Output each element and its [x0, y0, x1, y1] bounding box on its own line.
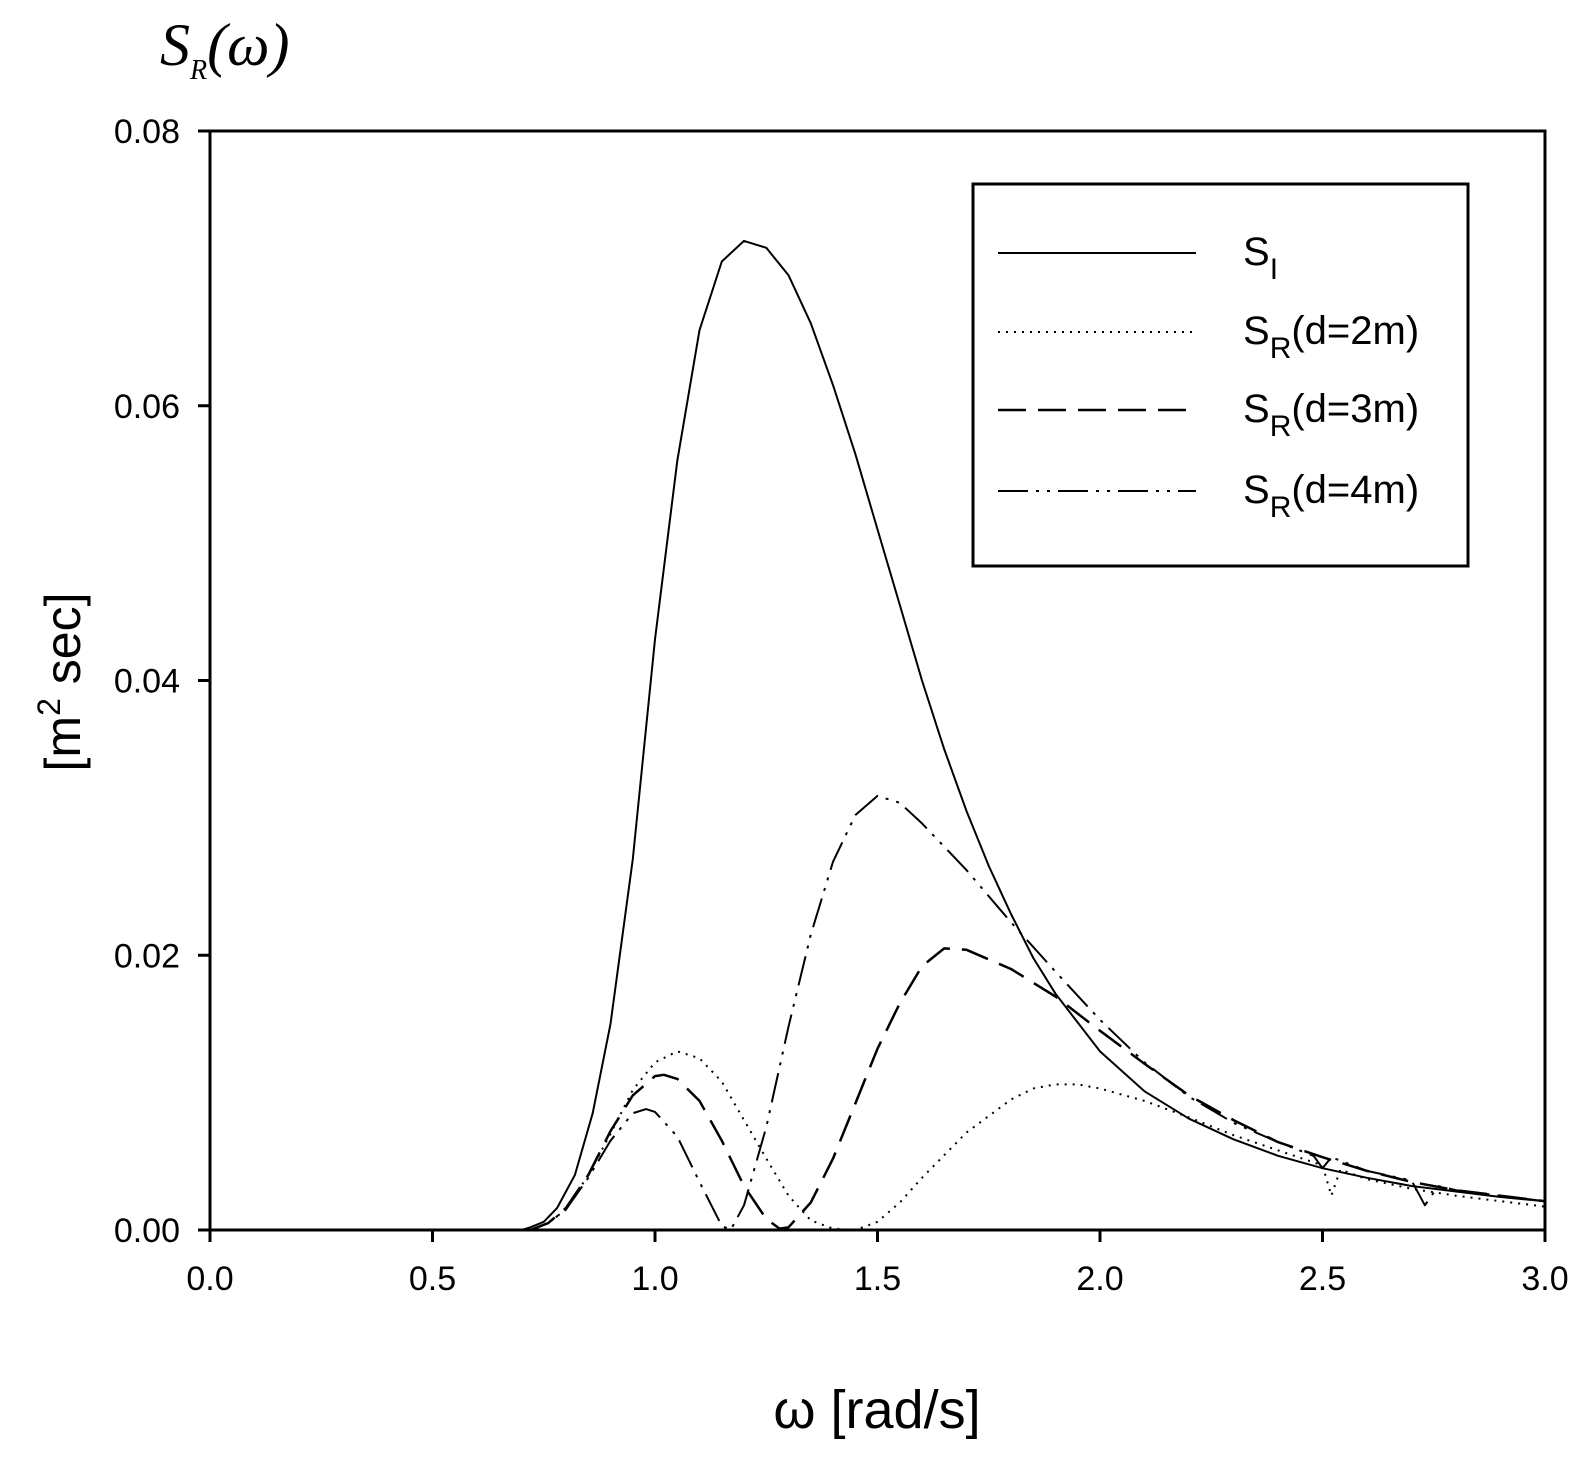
legend-label-4: SR(d=4m)	[1243, 468, 1419, 524]
legend-label-main: S	[1243, 230, 1270, 274]
y-axis-label-sup: 2	[31, 698, 67, 716]
legend-label-suffix: (d=4m)	[1291, 468, 1419, 512]
legend-label-2: SR(d=2m)	[1243, 309, 1419, 365]
y-tick-label: 0.08	[114, 113, 180, 151]
x-tick-label: 0.5	[409, 1260, 456, 1298]
series-line-2	[210, 1050, 1546, 1231]
chart-title: SR(ω)	[160, 12, 289, 86]
chart-title-main: S	[160, 12, 190, 78]
x-tick-label: 2.5	[1299, 1260, 1346, 1298]
y-axis-label-post: sec]	[35, 593, 91, 699]
legend-label-1: SI	[1243, 230, 1278, 286]
series-line-4	[210, 794, 1546, 1231]
legend-label-subscript: R	[1270, 332, 1292, 365]
y-tick-label: 0.06	[114, 388, 180, 426]
y-tick-label: 0.00	[114, 1212, 180, 1250]
y-axis-label-pre: [m	[35, 716, 91, 772]
legend-label-main: S	[1243, 309, 1270, 353]
x-axis-label: ω [rad/s]	[773, 1380, 980, 1440]
series-line-1	[210, 239, 1546, 1231]
series-line-3	[210, 947, 1546, 1232]
chart-title-suffix: (ω)	[207, 12, 289, 78]
axis-ticks: 0.0 0.5 1.0 1.5 2.0 2.5 3.0 0.00 0.02 0.04 0.06 0.0…	[114, 113, 1569, 1298]
y-tick-label: 0.02	[114, 937, 180, 975]
x-tick-label: 3.0	[1521, 1260, 1568, 1298]
legend-label-main: S	[1243, 387, 1270, 431]
legend-box	[971, 182, 1470, 568]
x-tick-label: 1.5	[854, 1260, 901, 1298]
legend-label-subscript: I	[1270, 253, 1278, 286]
legend-label-subscript: R	[1270, 491, 1292, 524]
x-tick-label: 1.0	[631, 1260, 678, 1298]
series-layer	[210, 239, 1546, 1232]
legend-label-suffix: (d=2m)	[1291, 309, 1419, 353]
x-tick-label: 2.0	[1076, 1260, 1123, 1298]
x-tick-label: 0.0	[186, 1260, 233, 1298]
y-tick-label: 0.04	[114, 663, 180, 701]
chart-title-subscript: R	[189, 55, 207, 86]
legend-label-main: S	[1243, 468, 1270, 512]
legend-label-suffix: (d=3m)	[1291, 387, 1419, 431]
y-axis-label: [m2 sec]	[31, 593, 91, 772]
legend-label-subscript: R	[1270, 410, 1292, 443]
legend-label-3: SR(d=3m)	[1243, 387, 1419, 443]
